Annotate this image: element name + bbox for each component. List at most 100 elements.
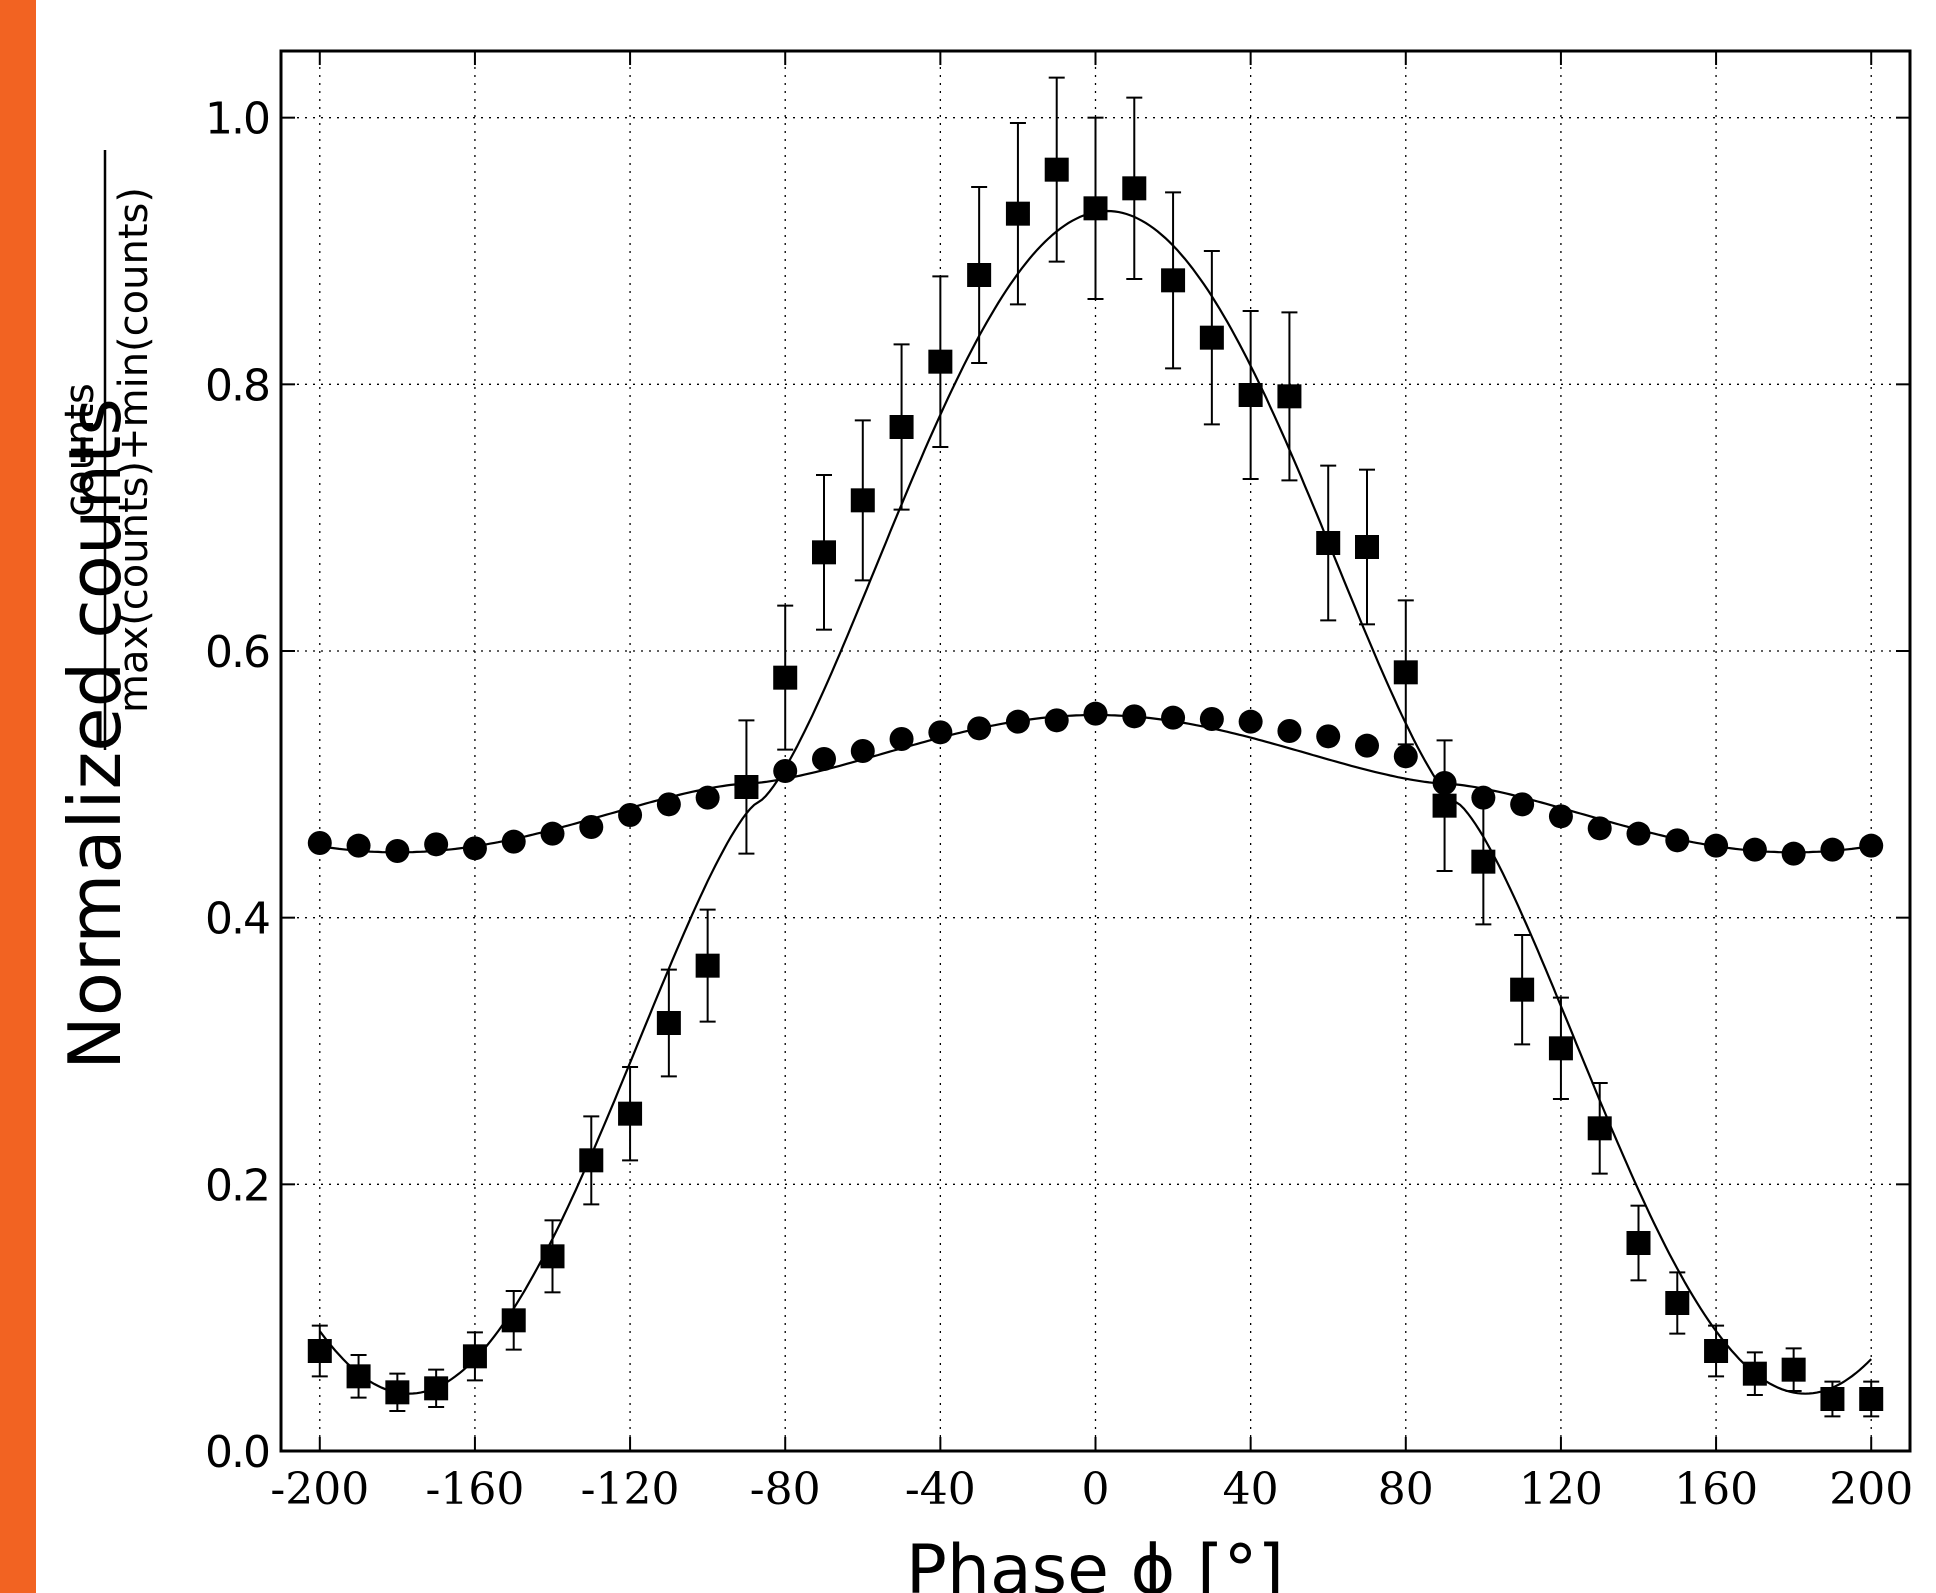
square-marker xyxy=(385,1380,410,1405)
circle-marker xyxy=(579,815,604,839)
circle-marker xyxy=(540,821,565,846)
square-marker xyxy=(346,1364,371,1389)
x-tick-label: 80 xyxy=(1378,1464,1434,1515)
circle-marker xyxy=(889,727,914,751)
square-marker xyxy=(462,1344,487,1369)
square-marker xyxy=(540,1244,565,1269)
square-marker xyxy=(501,1308,526,1333)
circle-marker xyxy=(1161,705,1186,730)
square-marker xyxy=(1393,660,1418,685)
y-tick-label: 0.6 xyxy=(205,627,269,678)
square-marker xyxy=(850,488,875,513)
circle-marker xyxy=(1316,724,1341,749)
circle-marker xyxy=(1781,841,1806,866)
circle-marker xyxy=(1005,709,1030,734)
circle-marker xyxy=(1199,707,1224,731)
square-marker xyxy=(1781,1357,1806,1382)
circle-marker xyxy=(1665,828,1690,853)
y-tick-label: 0.8 xyxy=(205,360,269,411)
square-marker xyxy=(967,263,992,287)
circle-marker xyxy=(1820,837,1845,862)
square-marker xyxy=(1704,1339,1729,1363)
circle-marker xyxy=(967,716,992,741)
circle-marker xyxy=(1510,792,1535,817)
x-tick-label: 0 xyxy=(1082,1464,1110,1515)
square-marker xyxy=(1005,201,1030,226)
square-marker xyxy=(889,415,914,439)
circle-marker xyxy=(850,739,875,763)
circle-marker xyxy=(346,833,371,858)
square-marker xyxy=(618,1101,643,1126)
square-marker xyxy=(1626,1231,1651,1255)
circle-marker xyxy=(1742,837,1767,862)
x-axis-title: Phase ϕ [°] xyxy=(906,1531,1284,1593)
square-marker xyxy=(1199,325,1224,350)
square-marker xyxy=(1083,196,1108,221)
square-marker xyxy=(1859,1387,1884,1411)
x-tick-label: -200 xyxy=(270,1464,369,1515)
circle-marker xyxy=(1083,701,1108,726)
x-tick-label: -160 xyxy=(425,1464,524,1515)
y-tick-label: 1.0 xyxy=(205,94,269,145)
square-marker xyxy=(1742,1361,1767,1386)
square-marker xyxy=(1238,383,1263,407)
circle-marker xyxy=(695,785,720,810)
x-tick-label: -80 xyxy=(750,1464,821,1515)
y-tick-labels: 0.0 0.2 0.4 0.6 0.8 1.0 xyxy=(205,94,271,1478)
square-marker xyxy=(579,1148,604,1173)
circle-marker xyxy=(928,720,953,745)
square-marker xyxy=(1587,1116,1612,1141)
circle-marker xyxy=(1355,733,1379,758)
circle-marker xyxy=(1277,719,1302,743)
circle-marker xyxy=(656,792,681,817)
circle-marker xyxy=(1548,804,1573,829)
square-marker xyxy=(1665,1291,1690,1315)
x-tick-label: -40 xyxy=(905,1464,976,1515)
circle-marker xyxy=(1859,833,1884,858)
y-axis-fraction: counts max(counts)+min(counts) xyxy=(57,150,157,750)
square-marker xyxy=(1316,531,1341,555)
square-marker xyxy=(773,665,798,690)
circle-marker xyxy=(1044,708,1069,733)
y-axis-title-main: Normalized counts xyxy=(53,398,137,1070)
y-tick-label: 0.4 xyxy=(205,894,269,945)
x-tick-labels: -200 -160 -120 -80 -40 0 40 80 120 160 200 xyxy=(270,1464,1913,1515)
square-marker xyxy=(424,1376,449,1401)
circle-marker xyxy=(1626,821,1651,846)
circle-marker xyxy=(501,829,526,854)
x-tick-label: 40 xyxy=(1223,1464,1279,1515)
circle-marker xyxy=(618,803,643,827)
circle-marker xyxy=(1471,785,1496,810)
y-tick-label: 0.0 xyxy=(205,1427,269,1478)
square-marker xyxy=(812,540,836,565)
circle-marker xyxy=(1393,744,1418,769)
circle-marker xyxy=(773,759,798,783)
circle-marker xyxy=(1238,709,1263,734)
square-marker xyxy=(1510,977,1535,1002)
data-points xyxy=(307,157,1884,1411)
x-tick-label: 120 xyxy=(1519,1464,1603,1515)
circle-marker xyxy=(1122,704,1147,729)
square-marker xyxy=(1471,849,1496,874)
circle-marker xyxy=(812,747,836,771)
circle-marker xyxy=(734,775,759,799)
square-marker xyxy=(928,349,953,374)
circle-marker xyxy=(462,836,487,861)
y-fraction-denominator: max(counts)+min(counts) xyxy=(111,187,157,713)
y-fraction-numerator: counts xyxy=(57,383,103,517)
square-marker xyxy=(1548,1036,1573,1061)
square-marker xyxy=(1355,535,1379,559)
accent-side-bar xyxy=(0,0,36,1593)
circle-marker xyxy=(1704,833,1729,858)
circle-marker xyxy=(385,839,410,863)
square-marker xyxy=(1122,176,1147,201)
y-axis-title: Normalized counts xyxy=(53,398,137,1070)
square-marker xyxy=(656,1011,681,1035)
square-marker xyxy=(1161,268,1186,293)
square-marker xyxy=(1044,157,1069,182)
circle-marker xyxy=(424,832,449,857)
y-tick-label: 0.2 xyxy=(205,1160,269,1211)
axis-ticks xyxy=(281,51,1910,1452)
x-tick-label: 160 xyxy=(1674,1464,1758,1515)
circle-marker xyxy=(1587,816,1612,841)
